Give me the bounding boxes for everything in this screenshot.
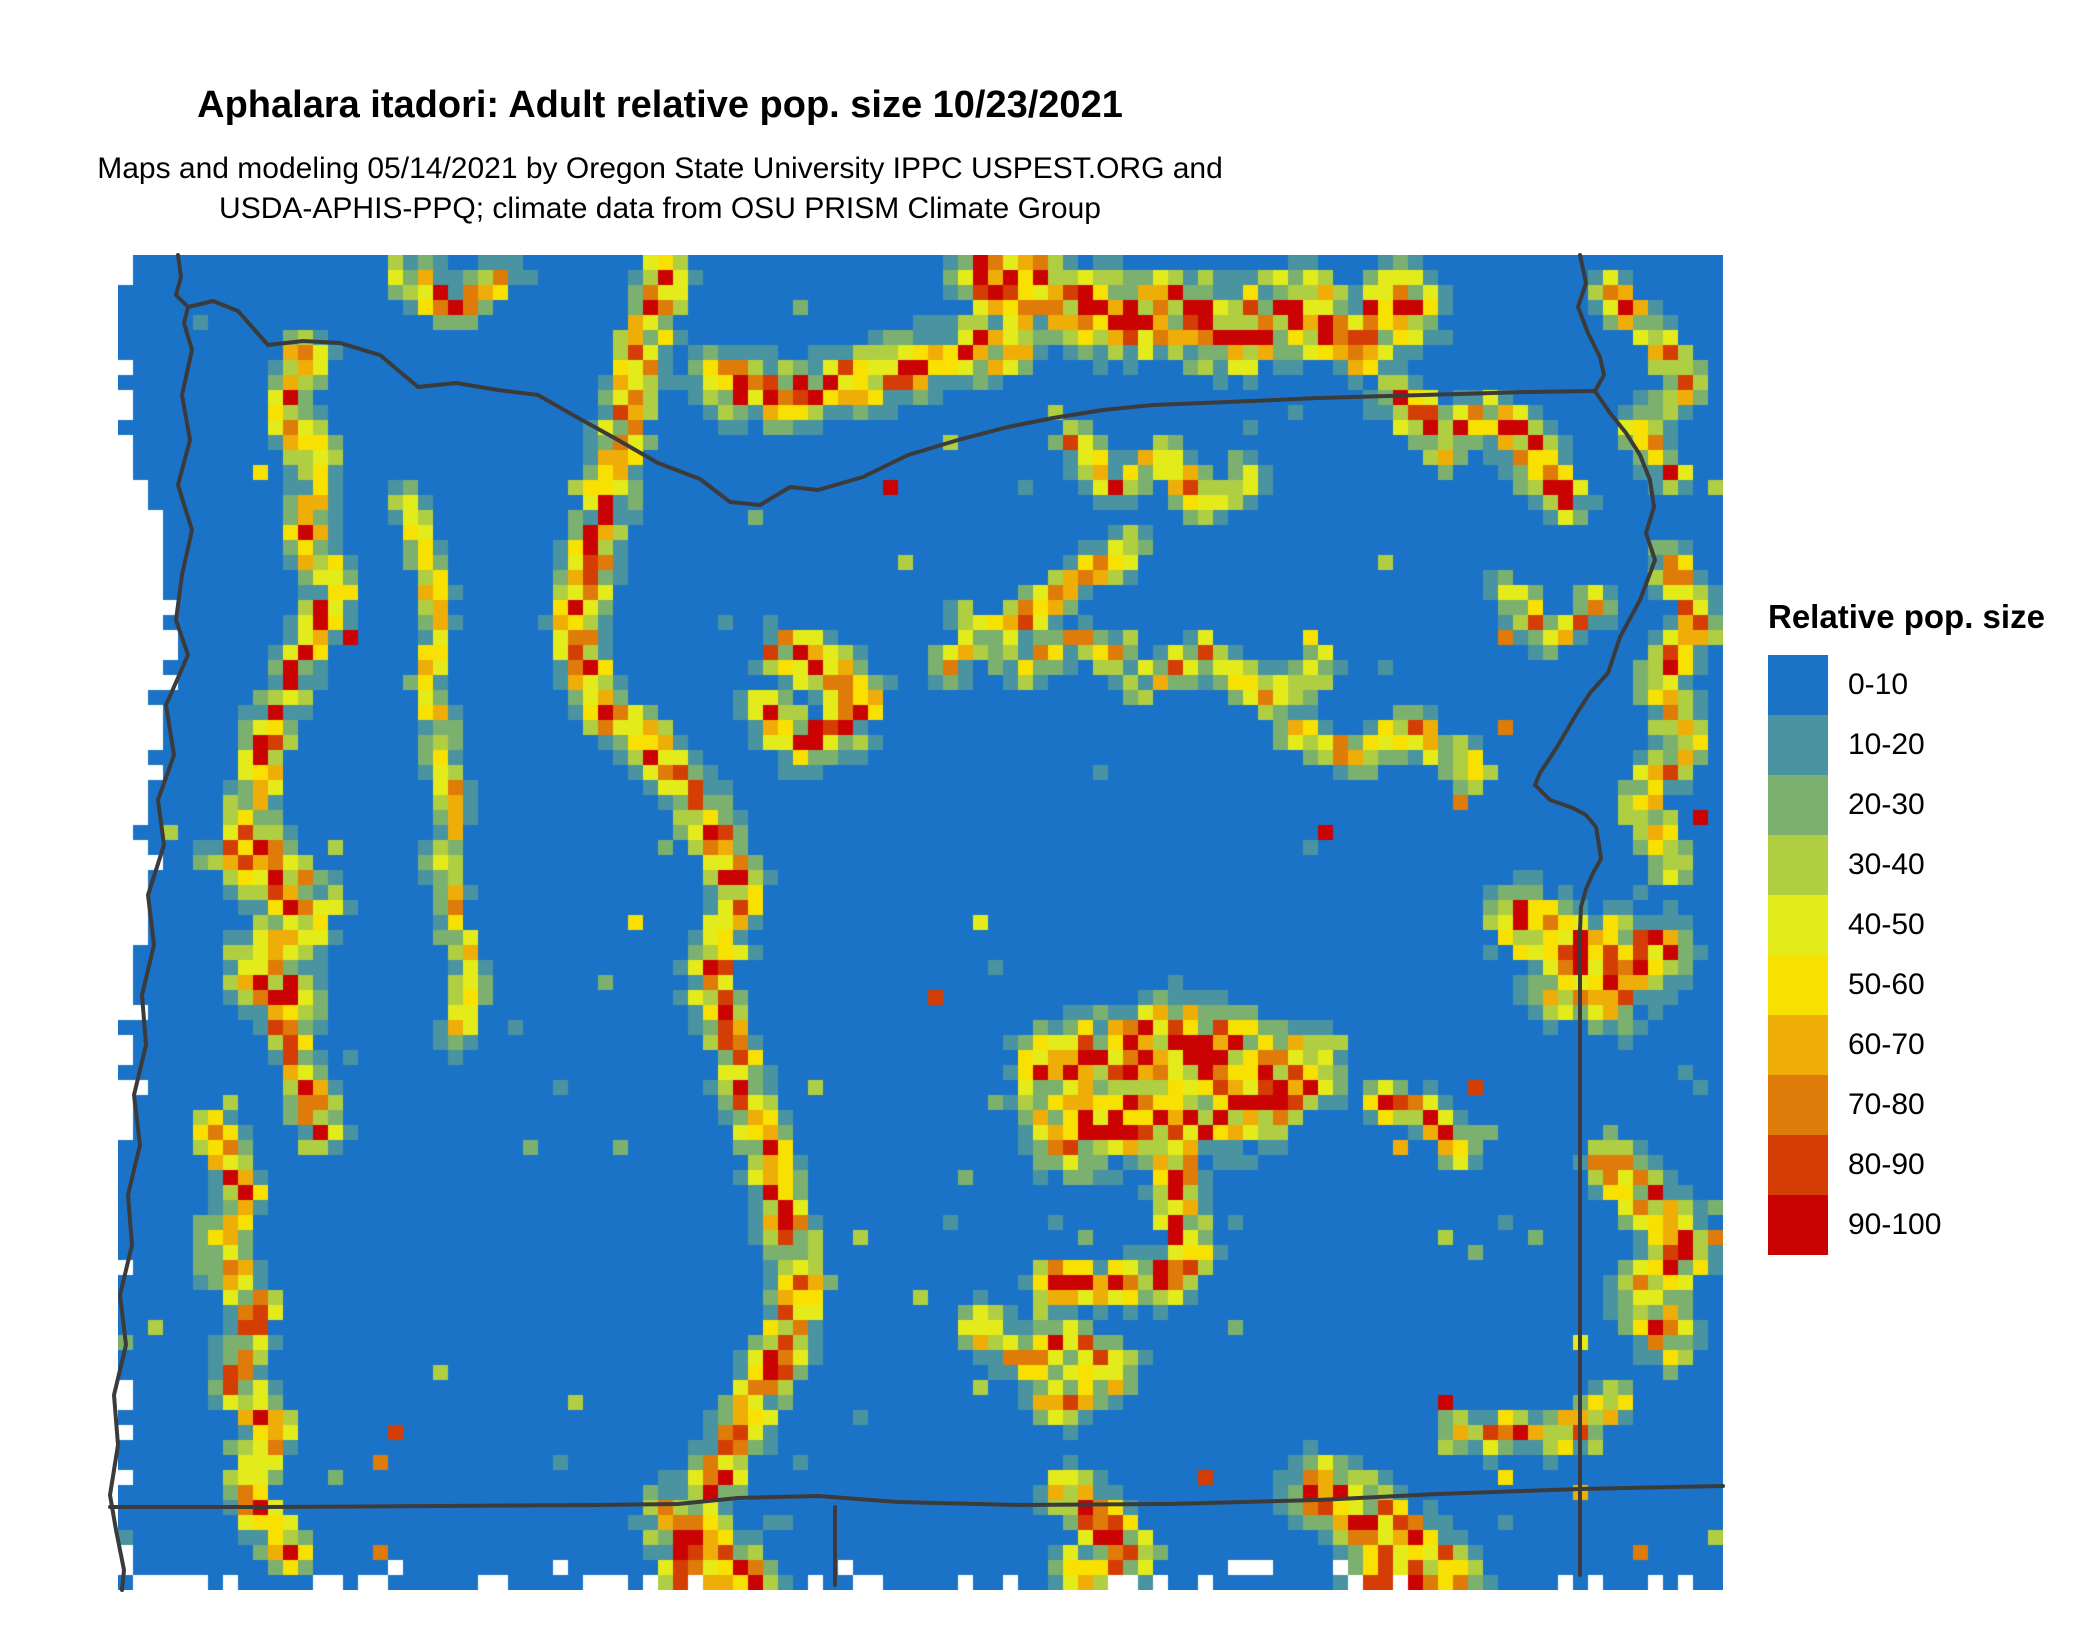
legend-label: 20-30 [1848,788,1925,821]
subtitle-line-2: USDA-APHIS-PPQ; climate data from OSU PR… [219,192,1101,225]
legend-label: 80-90 [1848,1148,1925,1181]
legend-swatch [1768,1015,1828,1075]
page-title: Aphalara itadori: Adult relative pop. si… [197,84,1123,126]
legend-label: 30-40 [1848,848,1925,881]
legend: Relative pop. size 0-10 10-20 20-30 30-40 40… [1768,598,2098,1255]
legend-title: Relative pop. size [1768,598,2045,635]
subtitle-line-1: Maps and modeling 05/14/2021 by Oregon S… [97,152,1223,185]
legend-swatch [1768,1075,1828,1135]
legend-label: 60-70 [1848,1028,1925,1061]
legend-item: 20-30 [1768,775,2098,835]
page-subtitle: Maps and modeling 05/14/2021 by Oregon S… [0,149,1320,229]
legend-swatch [1768,775,1828,835]
legend-swatch [1768,655,1828,715]
legend-swatch [1768,835,1828,895]
legend-label: 10-20 [1848,728,1925,761]
legend-items: 0-10 10-20 20-30 30-40 40-50 50-60 60-70 70-80 8… [1768,655,2098,1255]
legend-swatch [1768,1195,1828,1255]
legend-item: 60-70 [1768,1015,2098,1075]
legend-swatch [1768,715,1828,775]
header: Aphalara itadori: Adult relative pop. si… [0,84,1320,229]
legend-item: 90-100 [1768,1195,2098,1255]
legend-item: 10-20 [1768,715,2098,775]
legend-item: 30-40 [1768,835,2098,895]
legend-item: 50-60 [1768,955,2098,1015]
legend-swatch [1768,1135,1828,1195]
legend-item: 0-10 [1768,655,2098,715]
map-canvas [118,255,1723,1590]
legend-swatch [1768,955,1828,1015]
legend-item: 40-50 [1768,895,2098,955]
legend-item: 80-90 [1768,1135,2098,1195]
legend-label: 50-60 [1848,968,1925,1001]
legend-label: 0-10 [1848,668,1909,701]
legend-swatch [1768,895,1828,955]
map-panel [108,253,1725,1592]
legend-label: 90-100 [1848,1208,1942,1241]
legend-label: 40-50 [1848,908,1925,941]
legend-label: 70-80 [1848,1088,1925,1121]
legend-item: 70-80 [1768,1075,2098,1135]
